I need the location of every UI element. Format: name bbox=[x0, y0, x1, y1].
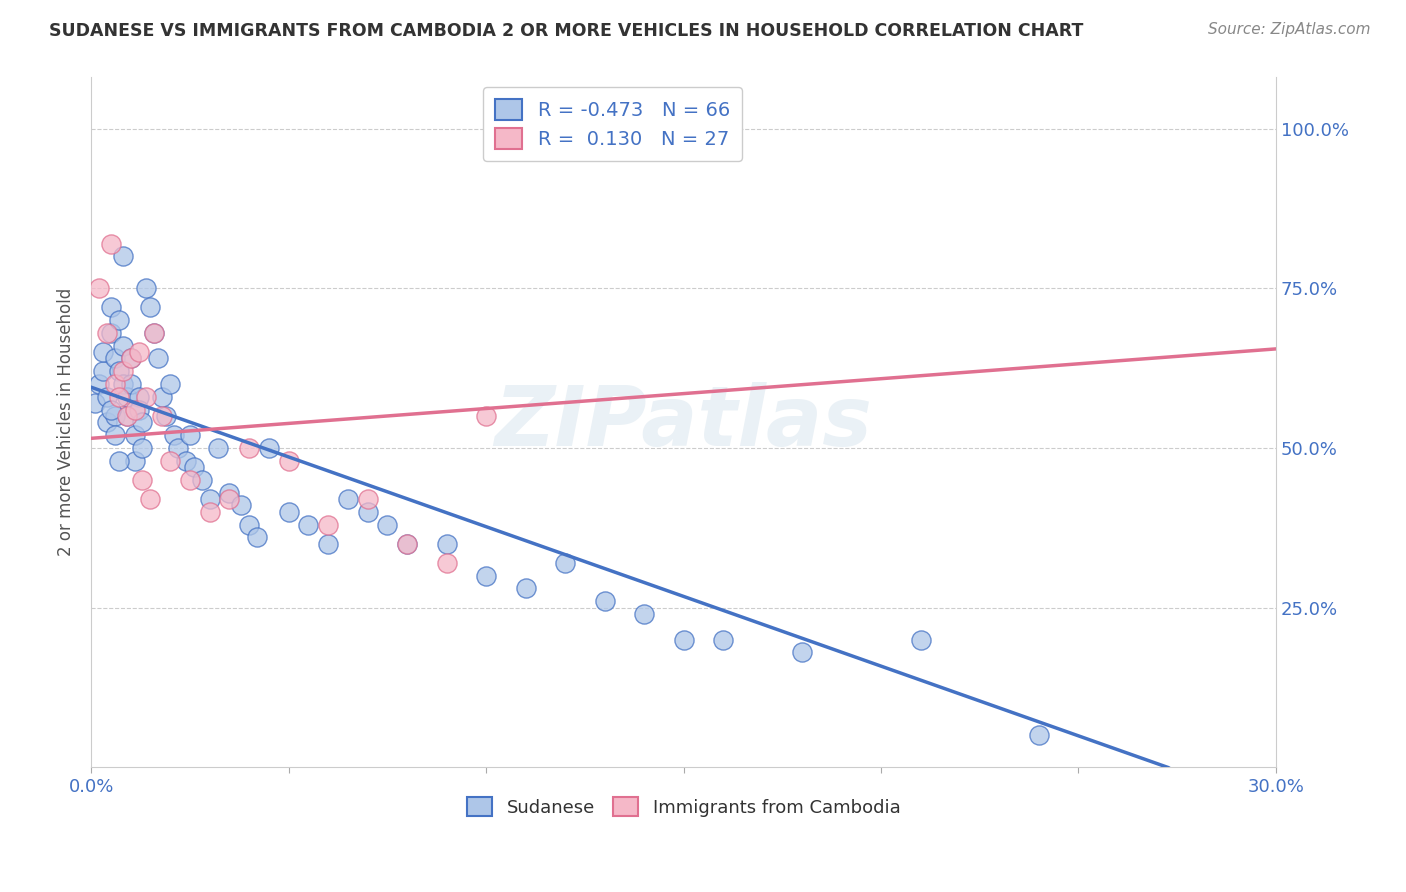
Point bbox=[111, 249, 134, 263]
Point bbox=[475, 409, 498, 423]
Point bbox=[131, 441, 153, 455]
Point bbox=[163, 428, 186, 442]
Point bbox=[396, 537, 419, 551]
Point bbox=[139, 491, 162, 506]
Point bbox=[143, 326, 166, 340]
Point bbox=[120, 351, 142, 366]
Point bbox=[159, 453, 181, 467]
Point bbox=[257, 441, 280, 455]
Point bbox=[316, 517, 339, 532]
Point bbox=[148, 351, 170, 366]
Point bbox=[104, 428, 127, 442]
Point bbox=[115, 409, 138, 423]
Point bbox=[111, 339, 134, 353]
Point bbox=[128, 402, 150, 417]
Point bbox=[672, 632, 695, 647]
Text: Source: ZipAtlas.com: Source: ZipAtlas.com bbox=[1208, 22, 1371, 37]
Point bbox=[316, 537, 339, 551]
Point bbox=[238, 441, 260, 455]
Point bbox=[84, 396, 107, 410]
Point bbox=[218, 485, 240, 500]
Y-axis label: 2 or more Vehicles in Household: 2 or more Vehicles in Household bbox=[58, 288, 75, 557]
Point bbox=[100, 236, 122, 251]
Point bbox=[135, 390, 157, 404]
Point bbox=[107, 313, 129, 327]
Point bbox=[91, 364, 114, 378]
Point bbox=[1028, 728, 1050, 742]
Point bbox=[593, 594, 616, 608]
Point bbox=[128, 390, 150, 404]
Point bbox=[790, 645, 813, 659]
Point bbox=[167, 441, 190, 455]
Point bbox=[436, 556, 458, 570]
Point bbox=[107, 390, 129, 404]
Point bbox=[150, 390, 173, 404]
Point bbox=[143, 326, 166, 340]
Point bbox=[96, 326, 118, 340]
Point bbox=[124, 402, 146, 417]
Point bbox=[277, 505, 299, 519]
Point bbox=[218, 491, 240, 506]
Point bbox=[198, 491, 221, 506]
Point bbox=[115, 390, 138, 404]
Point bbox=[111, 364, 134, 378]
Point bbox=[120, 351, 142, 366]
Point bbox=[104, 377, 127, 392]
Point bbox=[475, 568, 498, 582]
Point bbox=[100, 326, 122, 340]
Text: SUDANESE VS IMMIGRANTS FROM CAMBODIA 2 OR MORE VEHICLES IN HOUSEHOLD CORRELATION: SUDANESE VS IMMIGRANTS FROM CAMBODIA 2 O… bbox=[49, 22, 1084, 40]
Point bbox=[179, 473, 201, 487]
Point bbox=[207, 441, 229, 455]
Point bbox=[91, 345, 114, 359]
Point bbox=[356, 505, 378, 519]
Point bbox=[87, 377, 110, 392]
Point bbox=[150, 409, 173, 423]
Legend: Sudanese, Immigrants from Cambodia: Sudanese, Immigrants from Cambodia bbox=[460, 790, 907, 824]
Point bbox=[246, 530, 269, 544]
Point bbox=[111, 377, 134, 392]
Point bbox=[554, 556, 576, 570]
Point bbox=[396, 537, 419, 551]
Point bbox=[377, 517, 399, 532]
Point bbox=[139, 301, 162, 315]
Point bbox=[159, 377, 181, 392]
Point bbox=[104, 351, 127, 366]
Point bbox=[128, 345, 150, 359]
Point bbox=[593, 121, 616, 136]
Point bbox=[87, 281, 110, 295]
Point bbox=[198, 505, 221, 519]
Point bbox=[277, 453, 299, 467]
Point bbox=[131, 415, 153, 429]
Point bbox=[711, 632, 734, 647]
Point bbox=[515, 582, 537, 596]
Point bbox=[124, 453, 146, 467]
Point bbox=[104, 409, 127, 423]
Point bbox=[910, 632, 932, 647]
Point bbox=[190, 473, 212, 487]
Point bbox=[107, 453, 129, 467]
Point bbox=[336, 491, 359, 506]
Point bbox=[356, 491, 378, 506]
Point bbox=[96, 390, 118, 404]
Point bbox=[155, 409, 177, 423]
Point bbox=[107, 364, 129, 378]
Point bbox=[231, 499, 253, 513]
Point bbox=[124, 428, 146, 442]
Point bbox=[633, 607, 655, 621]
Point bbox=[183, 460, 205, 475]
Point bbox=[174, 453, 197, 467]
Point bbox=[115, 409, 138, 423]
Point bbox=[100, 301, 122, 315]
Point bbox=[96, 415, 118, 429]
Point bbox=[297, 517, 319, 532]
Point bbox=[436, 537, 458, 551]
Point bbox=[120, 377, 142, 392]
Point bbox=[100, 402, 122, 417]
Point bbox=[238, 517, 260, 532]
Point bbox=[179, 428, 201, 442]
Point bbox=[135, 281, 157, 295]
Text: ZIPatlas: ZIPatlas bbox=[495, 382, 873, 463]
Point bbox=[131, 473, 153, 487]
